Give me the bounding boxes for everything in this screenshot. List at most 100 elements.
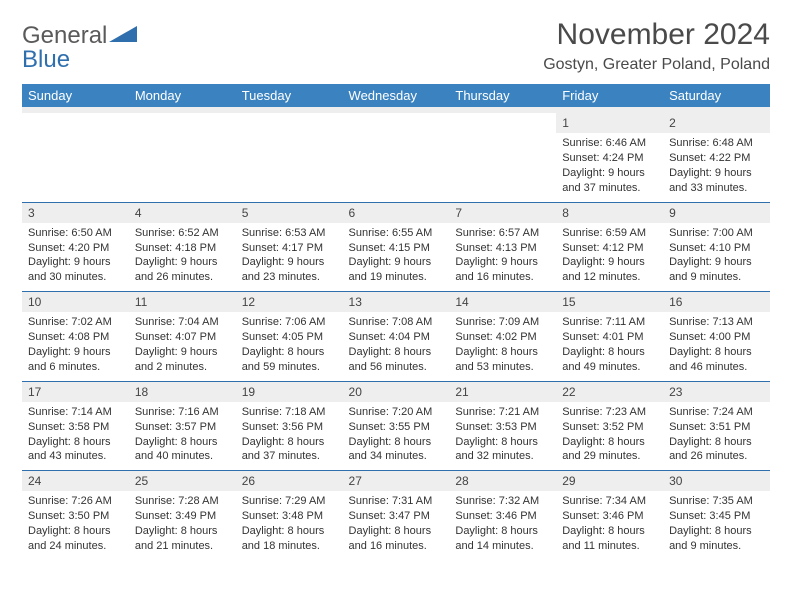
day-daylight: Daylight: 8 hours and 14 minutes. xyxy=(455,524,550,554)
day-cell: 6Sunrise: 6:55 AMSunset: 4:15 PMDaylight… xyxy=(343,202,450,292)
day-number: 10 xyxy=(22,292,129,312)
day-sunset: Sunset: 3:58 PM xyxy=(28,420,123,435)
day-daylight: Daylight: 8 hours and 56 minutes. xyxy=(349,345,444,375)
day-daylight: Daylight: 8 hours and 16 minutes. xyxy=(349,524,444,554)
day-sunrise: Sunrise: 7:26 AM xyxy=(28,494,123,509)
day-sunrise: Sunrise: 7:29 AM xyxy=(242,494,337,509)
day-daylight: Daylight: 9 hours and 37 minutes. xyxy=(562,166,657,196)
day-body: Sunrise: 7:34 AMSunset: 3:46 PMDaylight:… xyxy=(556,491,663,559)
day-cell: .... xyxy=(236,113,343,202)
day-sunrise: Sunrise: 7:35 AM xyxy=(669,494,764,509)
day-daylight: Daylight: 9 hours and 26 minutes. xyxy=(135,255,230,285)
day-cell: 11Sunrise: 7:04 AMSunset: 4:07 PMDayligh… xyxy=(129,292,236,382)
day-cell: 16Sunrise: 7:13 AMSunset: 4:00 PMDayligh… xyxy=(663,292,770,382)
day-sunset: Sunset: 3:51 PM xyxy=(669,420,764,435)
day-sunrise: Sunrise: 6:53 AM xyxy=(242,226,337,241)
day-body: Sunrise: 6:53 AMSunset: 4:17 PMDaylight:… xyxy=(236,223,343,291)
day-cell: 3Sunrise: 6:50 AMSunset: 4:20 PMDaylight… xyxy=(22,202,129,292)
calendar-table: Sunday Monday Tuesday Wednesday Thursday… xyxy=(22,84,770,560)
day-number: 4 xyxy=(129,203,236,223)
day-sunset: Sunset: 3:50 PM xyxy=(28,509,123,524)
day-number: 23 xyxy=(663,382,770,402)
day-cell: 25Sunrise: 7:28 AMSunset: 3:49 PMDayligh… xyxy=(129,471,236,560)
day-cell: 7Sunrise: 6:57 AMSunset: 4:13 PMDaylight… xyxy=(449,202,556,292)
day-sunset: Sunset: 4:07 PM xyxy=(135,330,230,345)
day-sunrise: Sunrise: 7:06 AM xyxy=(242,315,337,330)
day-body: Sunrise: 6:55 AMSunset: 4:15 PMDaylight:… xyxy=(343,223,450,291)
day-body: Sunrise: 7:20 AMSunset: 3:55 PMDaylight:… xyxy=(343,402,450,470)
day-number: 13 xyxy=(343,292,450,312)
day-body: Sunrise: 6:50 AMSunset: 4:20 PMDaylight:… xyxy=(22,223,129,291)
day-cell: 29Sunrise: 7:34 AMSunset: 3:46 PMDayligh… xyxy=(556,471,663,560)
day-number: 24 xyxy=(22,471,129,491)
day-daylight: Daylight: 8 hours and 40 minutes. xyxy=(135,435,230,465)
weekday-header: Friday xyxy=(556,84,663,107)
day-body: Sunrise: 7:02 AMSunset: 4:08 PMDaylight:… xyxy=(22,312,129,380)
day-sunset: Sunset: 3:47 PM xyxy=(349,509,444,524)
day-sunrise: Sunrise: 7:20 AM xyxy=(349,405,444,420)
day-daylight: Daylight: 8 hours and 59 minutes. xyxy=(242,345,337,375)
week-row: 3Sunrise: 6:50 AMSunset: 4:20 PMDaylight… xyxy=(22,202,770,292)
header: General Blue November 2024 Gostyn, Great… xyxy=(22,18,770,74)
day-sunset: Sunset: 4:01 PM xyxy=(562,330,657,345)
day-cell: 21Sunrise: 7:21 AMSunset: 3:53 PMDayligh… xyxy=(449,381,556,471)
day-cell: .... xyxy=(449,113,556,202)
day-body: Sunrise: 7:31 AMSunset: 3:47 PMDaylight:… xyxy=(343,491,450,559)
brand-logo: General Blue xyxy=(22,18,137,72)
day-daylight: Daylight: 8 hours and 21 minutes. xyxy=(135,524,230,554)
day-sunrise: Sunrise: 7:14 AM xyxy=(28,405,123,420)
day-sunrise: Sunrise: 7:13 AM xyxy=(669,315,764,330)
day-sunset: Sunset: 4:15 PM xyxy=(349,241,444,256)
day-sunset: Sunset: 3:46 PM xyxy=(455,509,550,524)
day-sunrise: Sunrise: 6:52 AM xyxy=(135,226,230,241)
day-cell: 17Sunrise: 7:14 AMSunset: 3:58 PMDayligh… xyxy=(22,381,129,471)
day-sunrise: Sunrise: 7:21 AM xyxy=(455,405,550,420)
day-sunset: Sunset: 4:22 PM xyxy=(669,151,764,166)
day-daylight: Daylight: 8 hours and 26 minutes. xyxy=(669,435,764,465)
day-cell: 1Sunrise: 6:46 AMSunset: 4:24 PMDaylight… xyxy=(556,113,663,202)
day-number: 9 xyxy=(663,203,770,223)
day-body: Sunrise: 7:09 AMSunset: 4:02 PMDaylight:… xyxy=(449,312,556,380)
day-cell: .... xyxy=(129,113,236,202)
day-sunrise: Sunrise: 7:16 AM xyxy=(135,405,230,420)
weekday-header: Sunday xyxy=(22,84,129,107)
day-body: Sunrise: 7:11 AMSunset: 4:01 PMDaylight:… xyxy=(556,312,663,380)
day-cell: 26Sunrise: 7:29 AMSunset: 3:48 PMDayligh… xyxy=(236,471,343,560)
day-number: 26 xyxy=(236,471,343,491)
day-body: Sunrise: 7:26 AMSunset: 3:50 PMDaylight:… xyxy=(22,491,129,559)
day-cell: 28Sunrise: 7:32 AMSunset: 3:46 PMDayligh… xyxy=(449,471,556,560)
location-text: Gostyn, Greater Poland, Poland xyxy=(543,56,770,74)
day-sunset: Sunset: 4:20 PM xyxy=(28,241,123,256)
day-sunrise: Sunrise: 7:32 AM xyxy=(455,494,550,509)
day-daylight: Daylight: 9 hours and 30 minutes. xyxy=(28,255,123,285)
day-cell: 5Sunrise: 6:53 AMSunset: 4:17 PMDaylight… xyxy=(236,202,343,292)
day-number: 11 xyxy=(129,292,236,312)
day-daylight: Daylight: 9 hours and 33 minutes. xyxy=(669,166,764,196)
day-daylight: Daylight: 9 hours and 6 minutes. xyxy=(28,345,123,375)
day-number: 20 xyxy=(343,382,450,402)
day-cell: 12Sunrise: 7:06 AMSunset: 4:05 PMDayligh… xyxy=(236,292,343,382)
day-body: Sunrise: 6:57 AMSunset: 4:13 PMDaylight:… xyxy=(449,223,556,291)
day-number: 29 xyxy=(556,471,663,491)
day-cell: 14Sunrise: 7:09 AMSunset: 4:02 PMDayligh… xyxy=(449,292,556,382)
day-body: Sunrise: 7:08 AMSunset: 4:04 PMDaylight:… xyxy=(343,312,450,380)
day-cell: 8Sunrise: 6:59 AMSunset: 4:12 PMDaylight… xyxy=(556,202,663,292)
day-sunset: Sunset: 4:02 PM xyxy=(455,330,550,345)
day-cell: .... xyxy=(22,113,129,202)
day-daylight: Daylight: 9 hours and 23 minutes. xyxy=(242,255,337,285)
week-row: 10Sunrise: 7:02 AMSunset: 4:08 PMDayligh… xyxy=(22,292,770,382)
day-body: Sunrise: 7:29 AMSunset: 3:48 PMDaylight:… xyxy=(236,491,343,559)
day-sunrise: Sunrise: 7:23 AM xyxy=(562,405,657,420)
day-number: 15 xyxy=(556,292,663,312)
day-sunset: Sunset: 4:17 PM xyxy=(242,241,337,256)
day-number: 21 xyxy=(449,382,556,402)
day-body: Sunrise: 6:46 AMSunset: 4:24 PMDaylight:… xyxy=(556,133,663,201)
day-cell: 4Sunrise: 6:52 AMSunset: 4:18 PMDaylight… xyxy=(129,202,236,292)
day-sunset: Sunset: 4:10 PM xyxy=(669,241,764,256)
day-sunrise: Sunrise: 7:31 AM xyxy=(349,494,444,509)
weekday-header: Thursday xyxy=(449,84,556,107)
day-sunrise: Sunrise: 7:02 AM xyxy=(28,315,123,330)
day-sunrise: Sunrise: 6:55 AM xyxy=(349,226,444,241)
day-sunrise: Sunrise: 7:24 AM xyxy=(669,405,764,420)
day-sunset: Sunset: 3:55 PM xyxy=(349,420,444,435)
